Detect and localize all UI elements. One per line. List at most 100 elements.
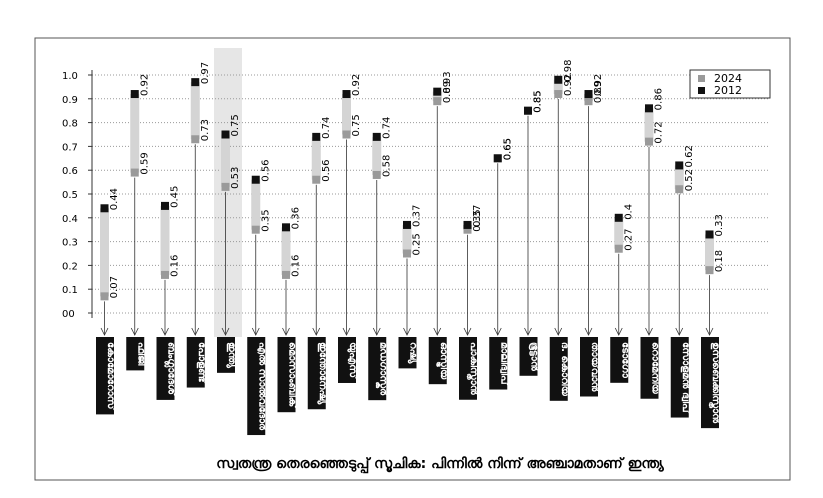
- arrowhead: [493, 327, 502, 336]
- value-label: 0.44: [109, 188, 120, 210]
- value-label: 0.86: [654, 88, 665, 110]
- label-box: [640, 337, 659, 399]
- category-label: യുഎസ്: [346, 342, 359, 380]
- point: [705, 230, 714, 239]
- category-label: ബംഗ്ലാദേശ്: [164, 342, 178, 397]
- point: [221, 130, 230, 139]
- category-label: എൽ സാൽവദോർ: [256, 342, 268, 431]
- label-box: [459, 337, 477, 400]
- range-bar: [402, 224, 412, 254]
- arrowhead: [161, 327, 169, 336]
- arrowhead: [130, 327, 139, 336]
- arrowhead: [282, 327, 290, 336]
- category-label: മാലിദ്വീപ്: [498, 342, 511, 387]
- point: [614, 244, 623, 253]
- point: [403, 220, 411, 229]
- label-box: [96, 337, 114, 415]
- arrowhead: [675, 327, 684, 336]
- label-box: [580, 337, 598, 397]
- point: [221, 182, 230, 191]
- point: [100, 292, 109, 301]
- category-box: മൊസാംബിക്: [277, 337, 300, 413]
- arrowhead: [645, 327, 653, 336]
- point: [342, 90, 351, 99]
- value-label: 0.33: [714, 214, 725, 236]
- legend-swatch: [698, 75, 705, 82]
- value-label: 0.93: [442, 71, 453, 93]
- label-box: [670, 337, 689, 418]
- range-bar: [311, 136, 321, 180]
- category-label: സോളമൻ ദ്വീപ്: [680, 342, 693, 415]
- point: [372, 132, 381, 141]
- y-tick-label: 0.4: [62, 214, 78, 225]
- value-label: 0.16: [170, 255, 181, 277]
- value-label: 0.59: [139, 152, 150, 174]
- value-label: 0.92: [139, 74, 150, 96]
- category-box: പോളണ്ട്: [186, 337, 208, 388]
- point: [251, 175, 260, 184]
- point: [524, 106, 532, 115]
- value-label: 0.72: [654, 121, 665, 143]
- arrowhead: [191, 327, 200, 336]
- y-tick-label: 0.7: [62, 142, 78, 153]
- value-label: 0.52: [684, 169, 695, 191]
- range-bar: [372, 136, 382, 175]
- point: [645, 104, 653, 113]
- category-box: ഫിജി: [126, 337, 148, 371]
- arrowhead: [403, 327, 411, 336]
- label-box: [126, 337, 145, 371]
- range-bar: [251, 179, 261, 230]
- category-box: എൽ സാൽവദോർ: [247, 337, 268, 436]
- category-box: സോളമൻ ദ്വീപ്: [670, 337, 693, 418]
- range-bar: [130, 94, 140, 173]
- category-box: മാലിദ്വീപ്: [489, 337, 511, 390]
- y-tick-label: 0.5: [62, 190, 78, 201]
- point: [130, 168, 139, 177]
- category-label: ഓസ്ട്രിയ: [436, 342, 451, 380]
- legend-label: 2024: [714, 72, 742, 85]
- value-label: 0.74: [381, 117, 392, 139]
- point: [403, 249, 411, 258]
- y-tick-label: 0.2: [62, 261, 78, 272]
- arrowhead: [584, 327, 593, 336]
- point: [100, 204, 109, 213]
- category-label: റഷ്യ: [407, 342, 419, 364]
- category-label: ടോഗോ: [619, 342, 630, 379]
- value-label: 0.37: [412, 205, 423, 227]
- label-box: [701, 337, 719, 429]
- category-box: ഇന്തോനേഷ്യ: [307, 337, 328, 410]
- point: [251, 225, 260, 234]
- value-label: 0.58: [381, 155, 392, 177]
- arrowhead: [554, 327, 563, 336]
- label-box: [610, 337, 629, 383]
- value-label: 0.74: [321, 117, 332, 139]
- arrowhead: [221, 327, 230, 336]
- point: [312, 132, 321, 141]
- category-box: ടോഗോ: [610, 337, 630, 383]
- category-label: ദ. കൊറിയ: [559, 342, 572, 397]
- category-label: ഫിജി: [135, 342, 148, 366]
- value-label: 0.37: [472, 205, 483, 227]
- value-label: 0.36: [291, 207, 302, 229]
- point: [584, 97, 593, 106]
- point: [372, 170, 381, 179]
- point: [554, 75, 563, 84]
- range-bar: [281, 227, 291, 275]
- y-tick-label: 0.1: [62, 285, 78, 296]
- value-label: 0.65: [502, 138, 513, 160]
- value-label: 0.85: [533, 90, 544, 112]
- value-label: 0.92: [593, 74, 604, 96]
- label-box: [186, 337, 205, 388]
- value-label: 0.75: [230, 114, 241, 136]
- category-label: മൊസാംബിക്: [287, 342, 300, 409]
- value-label: 0.35: [260, 209, 271, 231]
- value-label: 0.56: [260, 159, 271, 181]
- point: [645, 137, 653, 146]
- label-box: [368, 337, 387, 401]
- frame: [34, 37, 791, 481]
- category-box: ഉസ്ബെക്കിസ്താൻ: [701, 337, 723, 429]
- category-box: ദ. കൊറിയ: [549, 337, 572, 401]
- category-label: ഉസ്ബെക്കിസ്താൻ: [708, 342, 723, 424]
- y-tick-label: 0.9: [62, 95, 78, 106]
- value-label: 0.07: [109, 276, 120, 298]
